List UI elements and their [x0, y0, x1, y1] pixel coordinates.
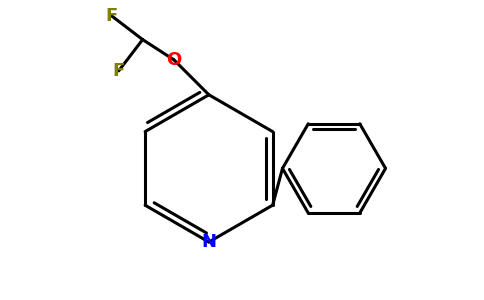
Text: F: F: [105, 7, 118, 25]
Text: F: F: [113, 62, 125, 80]
Text: O: O: [166, 51, 182, 69]
Text: N: N: [201, 233, 216, 251]
